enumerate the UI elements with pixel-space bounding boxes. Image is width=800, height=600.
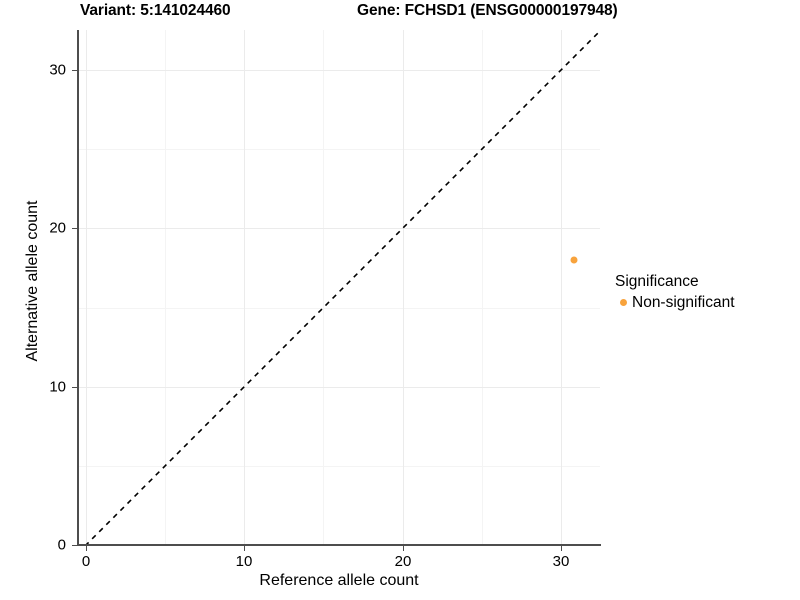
- gridline-major-x-10: [244, 30, 245, 545]
- gridline-minor-y-5: [78, 466, 600, 467]
- gene-title: Gene: FCHSD1 (ENSG00000197948): [357, 2, 618, 19]
- data-point[interactable]: [570, 256, 578, 264]
- gridline-major-x-20: [403, 30, 404, 545]
- y-tick-label-10: 10: [49, 378, 66, 396]
- x-tick-label-10: 10: [235, 553, 253, 570]
- legend-item-non-significant[interactable]: Non-significant: [615, 293, 735, 312]
- gridline-minor-x-25: [482, 30, 483, 545]
- gridline-minor-x-15: [323, 30, 324, 545]
- x-tick-10: [244, 546, 245, 551]
- gridline-minor-y-15: [78, 308, 600, 309]
- x-tick-label-30: 30: [552, 553, 570, 570]
- x-tick-label-20: 20: [394, 553, 412, 570]
- plot-panel: [78, 30, 600, 545]
- gridline-major-x-0: [86, 30, 87, 545]
- x-axis-line: [77, 544, 601, 546]
- gridline-major-y-10: [78, 387, 600, 388]
- legend-item-label: Non-significant: [632, 294, 735, 311]
- legend: Significance Non-significant: [615, 272, 735, 312]
- y-tick-0: [72, 545, 77, 546]
- gridline-minor-y-25: [78, 149, 600, 150]
- x-tick-label-0: 0: [81, 553, 91, 570]
- y-tick-label-20: 20: [49, 219, 66, 237]
- y-tick-label-30: 30: [49, 61, 66, 79]
- gridline-major-x-30: [561, 30, 562, 545]
- legend-key-icon: [615, 299, 632, 306]
- x-axis-title: Reference allele count: [259, 572, 419, 589]
- y-tick-30: [72, 70, 77, 71]
- y-tick-label-0: 0: [57, 536, 66, 554]
- gridline-minor-x-5: [165, 30, 166, 545]
- y-axis-title: Alternative allele count: [24, 200, 41, 362]
- y-tick-10: [72, 387, 77, 388]
- x-tick-0: [86, 546, 87, 551]
- gridline-major-y-20: [78, 228, 600, 229]
- x-tick-20: [403, 546, 404, 551]
- y-tick-20: [72, 228, 77, 229]
- variant-title: Variant: 5:141024460: [80, 2, 231, 19]
- gridline-major-y-30: [78, 70, 600, 71]
- legend-title: Significance: [615, 273, 699, 290]
- identity-reference-line: [84, 30, 600, 545]
- y-axis-line: [77, 30, 79, 546]
- x-tick-30: [561, 546, 562, 551]
